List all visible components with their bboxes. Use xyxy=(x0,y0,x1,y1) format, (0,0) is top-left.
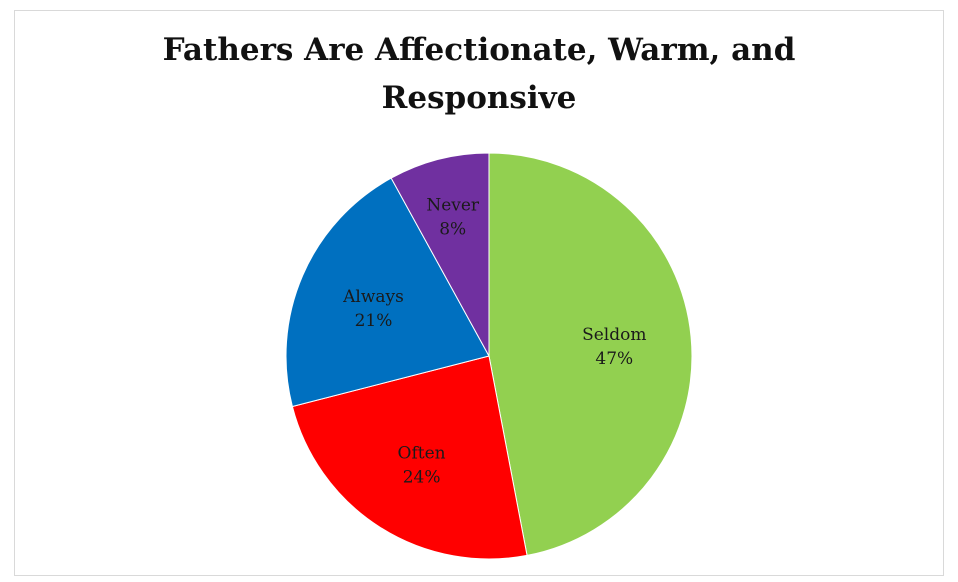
slice-value-often: 24% xyxy=(403,467,441,487)
slice-label-often: Often xyxy=(398,443,446,463)
slice-label-never: Never xyxy=(426,195,480,215)
chart-title-line-1: Fathers Are Affectionate, Warm, and xyxy=(162,32,796,68)
pie-slice-never xyxy=(390,152,490,357)
pie-slice-often xyxy=(291,355,528,560)
slice-value-seldom: 47% xyxy=(595,349,633,369)
chart-title-line-2: Responsive xyxy=(381,80,577,116)
slice-label-always: Always xyxy=(342,287,404,307)
chart-title: Fathers Are Affectionate, Warm, and Resp… xyxy=(0,26,958,122)
slice-value-always: 21% xyxy=(355,311,393,331)
slice-label-seldom: Seldom xyxy=(582,325,646,345)
slice-value-never: 8% xyxy=(439,219,466,239)
pie-slice-always xyxy=(285,177,490,408)
pie-slice-seldom xyxy=(488,152,693,556)
